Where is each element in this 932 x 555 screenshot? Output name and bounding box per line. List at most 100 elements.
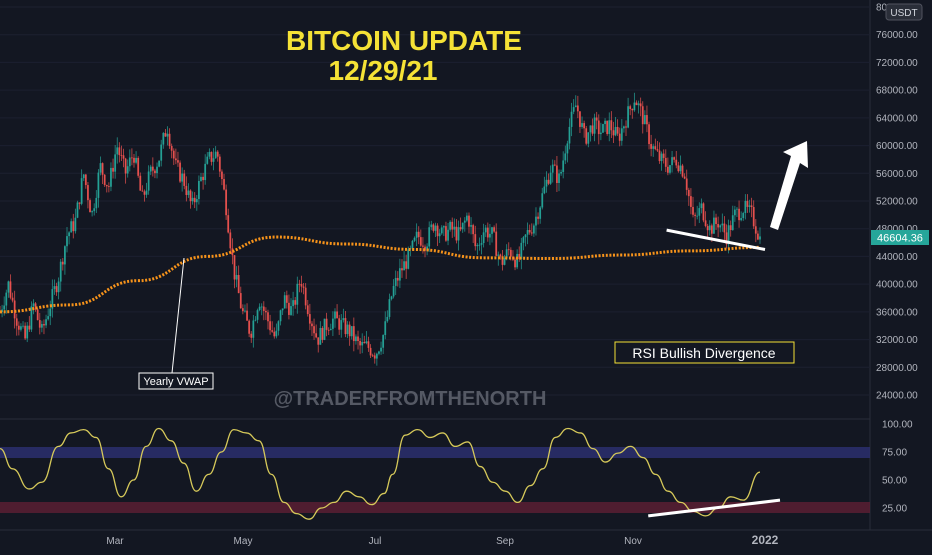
candle (646, 105, 648, 133)
candle (331, 311, 334, 337)
candle (162, 131, 165, 149)
price-tick-label: 68000.00 (876, 86, 918, 97)
candle (97, 169, 100, 208)
candle (43, 319, 45, 335)
candle (685, 169, 688, 196)
candle (68, 231, 70, 245)
candle (731, 205, 734, 231)
candle (480, 234, 483, 255)
candle (690, 188, 692, 215)
candle (704, 211, 707, 228)
candle (208, 148, 211, 160)
candle (679, 155, 682, 175)
currency-badge[interactable] (885, 3, 923, 21)
candle (757, 230, 759, 241)
candle (267, 309, 269, 330)
last-price-tag (871, 230, 929, 245)
candle (231, 238, 234, 265)
candle (635, 100, 638, 106)
candle (503, 254, 506, 266)
candle (36, 308, 39, 321)
candle (654, 138, 657, 151)
candle (445, 221, 447, 242)
candle (334, 308, 336, 328)
rsi-divergence-label-box (614, 341, 795, 364)
candle (602, 123, 604, 133)
candle (687, 187, 690, 206)
last-price: 46604.36 (877, 233, 923, 245)
price-axis[interactable]: 24000.00 28000.00 32000.00 36000.00 40000.00… (0, 3, 918, 402)
candle (218, 154, 221, 177)
candle (579, 111, 581, 133)
candle (702, 202, 705, 223)
candle (210, 151, 213, 166)
candle (260, 303, 263, 316)
candle (304, 283, 307, 310)
candle (673, 156, 676, 163)
candle (252, 315, 255, 348)
candle (738, 200, 740, 228)
price-tick-label: 48000.00 (876, 224, 918, 235)
rsi-line (0, 427, 761, 520)
rsi-axis[interactable]: 25.00 50.00 75.00 100.00 (882, 420, 913, 515)
candle (275, 323, 278, 339)
candle (133, 153, 135, 168)
candle (72, 213, 75, 239)
candlestick-series (0, 92, 761, 366)
candle (281, 308, 284, 316)
candle (70, 218, 73, 233)
candle (401, 259, 403, 278)
candle (45, 314, 47, 329)
time-tick-label: Jul (369, 536, 382, 547)
candle (158, 160, 161, 168)
candle (493, 225, 496, 233)
candle (713, 210, 715, 234)
rsi-divergence-line (648, 498, 781, 518)
candle (183, 169, 186, 190)
candle (562, 151, 565, 179)
candle (288, 294, 290, 320)
candle (683, 173, 686, 180)
candle (501, 249, 504, 271)
candle (639, 97, 642, 117)
candle (233, 255, 236, 289)
candle (32, 299, 35, 315)
candle (225, 184, 228, 220)
candle (95, 190, 98, 213)
candle (91, 210, 94, 217)
price-tick-label: 76000.00 (876, 30, 918, 41)
candle (438, 229, 441, 244)
candle (340, 314, 343, 338)
candle (57, 277, 60, 300)
candle (168, 128, 171, 149)
candle (604, 118, 606, 132)
candle (451, 217, 454, 238)
candle (570, 102, 573, 137)
candle (26, 322, 29, 343)
candle (76, 200, 79, 219)
candle (629, 104, 632, 116)
candle (520, 237, 523, 270)
candle (172, 148, 175, 166)
candle (417, 226, 420, 245)
candle (551, 159, 554, 183)
candle (313, 318, 315, 340)
candle (388, 293, 391, 320)
candle (271, 321, 274, 333)
candle (254, 316, 257, 322)
candle (553, 160, 556, 167)
candle (149, 164, 152, 176)
candle (434, 222, 437, 237)
time-axis[interactable]: Mar May Jul Sep Nov 2022 (106, 533, 778, 547)
vwap-callout-line (171, 257, 185, 374)
candle (61, 257, 64, 271)
candle (277, 320, 280, 336)
candle (484, 224, 487, 237)
candle (154, 168, 156, 179)
candle (698, 202, 701, 223)
candle (179, 160, 181, 183)
candle (541, 187, 544, 210)
